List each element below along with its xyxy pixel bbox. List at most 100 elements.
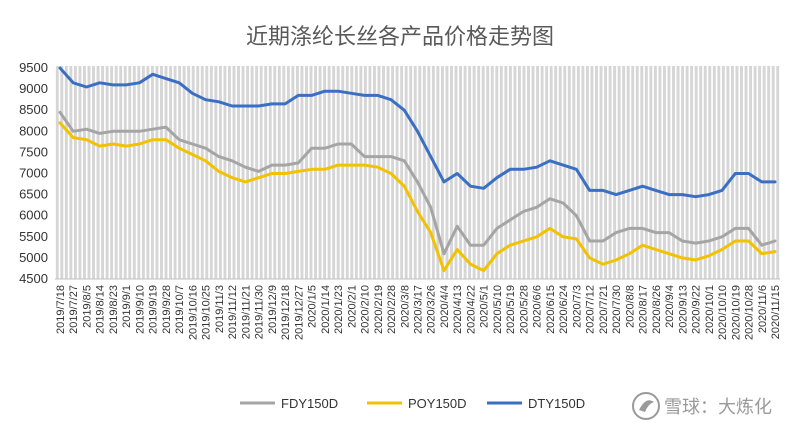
x-tick-label: 2019/7/18 — [55, 285, 67, 334]
x-tick-label: 2020/5/19 — [505, 285, 517, 334]
background-band — [155, 66, 159, 279]
legend: FDY150D POY150D DTY150D — [240, 396, 585, 411]
background-band — [726, 66, 730, 279]
background-band — [110, 66, 114, 279]
background-band — [536, 66, 540, 279]
background-band — [146, 66, 150, 279]
background-band — [776, 66, 780, 279]
x-tick-label: 2019/8/5 — [82, 285, 94, 328]
x-tick-label: 2020/1/23 — [333, 285, 345, 334]
background-band — [617, 66, 621, 279]
background-band — [640, 66, 644, 279]
background-band — [413, 66, 417, 279]
background-band — [223, 66, 227, 279]
background-band — [762, 66, 766, 279]
background-band — [450, 66, 453, 279]
background-band — [382, 66, 385, 279]
background-band — [631, 66, 635, 279]
background-band — [604, 66, 607, 279]
background-band — [377, 66, 381, 279]
y-tick-label: 9500 — [19, 60, 48, 75]
x-tick-label: 2020/1/5 — [307, 285, 319, 328]
background-band — [685, 66, 689, 279]
x-tick-label: 2020/2/19 — [373, 285, 385, 334]
background-band — [712, 66, 716, 279]
x-tick-label: 2020/10/28 — [744, 285, 756, 340]
background-band — [114, 66, 118, 279]
x-tick-label: 2020/7/12 — [585, 285, 597, 334]
background-band — [767, 66, 771, 279]
x-tick-label: 2020/8/8 — [624, 285, 636, 328]
background-band — [241, 66, 245, 279]
background-band — [92, 66, 95, 279]
background-band — [694, 66, 698, 279]
x-tick-label: 2019/11/3 — [214, 285, 226, 333]
background-band — [608, 66, 612, 279]
background-band — [246, 66, 250, 279]
x-tick-label: 2020/7/30 — [611, 285, 623, 334]
background-band — [345, 66, 349, 279]
vertical-bands — [55, 66, 780, 279]
background-band — [391, 66, 395, 279]
legend-label-poy: POY150D — [408, 396, 467, 411]
background-band — [418, 66, 422, 279]
background-band — [232, 66, 236, 279]
background-band — [169, 66, 172, 279]
y-tick-label: 8500 — [19, 102, 48, 117]
background-band — [667, 66, 671, 279]
y-tick-label: 7500 — [19, 144, 48, 159]
x-tick-label: 2020/2/28 — [386, 285, 398, 334]
background-band — [459, 66, 462, 279]
background-band — [721, 66, 725, 279]
x-tick-label: 2020/1/14 — [320, 285, 332, 334]
background-band — [508, 66, 512, 279]
background-band — [395, 66, 399, 279]
legend-label-fdy: FDY150D — [281, 396, 338, 411]
background-band — [567, 66, 571, 279]
background-band — [703, 66, 707, 279]
y-axis: 4500 5000 5500 6000 6500 7000 7500 8000 8500 9000… — [19, 60, 48, 286]
x-tick-label: 2020/7/3 — [571, 285, 583, 328]
background-band — [141, 66, 145, 279]
background-band — [644, 66, 648, 279]
x-tick-label: 2020/6/6 — [532, 285, 544, 328]
y-tick-label: 5000 — [19, 250, 48, 265]
x-tick-label: 2020/8/17 — [638, 285, 650, 334]
background-band — [613, 66, 617, 279]
watermark: 雪球：大炼化 — [632, 392, 772, 420]
background-band — [196, 66, 200, 279]
background-band — [540, 66, 544, 279]
x-tick-label: 2020/4/4 — [439, 285, 451, 328]
y-tick-label: 5500 — [19, 229, 48, 244]
background-band — [527, 66, 530, 279]
x-tick-label: 2020/11/6 — [757, 285, 769, 333]
background-band — [55, 66, 59, 279]
background-band — [708, 66, 712, 279]
background-band — [595, 66, 598, 279]
background-band — [60, 66, 64, 279]
background-band — [581, 66, 585, 279]
background-band — [191, 66, 195, 279]
background-band — [64, 66, 68, 279]
background-band — [477, 66, 481, 279]
background-band — [558, 66, 562, 279]
background-band — [499, 66, 503, 279]
x-tick-label: 2019/11/12 — [227, 285, 239, 339]
x-axis: 2019/7/18 2019/7/27 2019/8/5 2019/8/14 2019/… — [55, 278, 782, 340]
x-tick-label: 2020/10/19 — [730, 285, 742, 340]
background-band — [368, 66, 372, 279]
background-band — [305, 66, 308, 279]
background-band — [653, 66, 657, 279]
x-tick-label: 2020/4/22 — [466, 285, 478, 334]
background-band — [445, 66, 449, 279]
background-band — [327, 66, 331, 279]
background-band — [771, 66, 775, 279]
background-band — [259, 66, 263, 279]
background-band — [137, 66, 141, 279]
background-band — [486, 66, 490, 279]
x-tick-label: 2020/9/22 — [691, 285, 703, 334]
x-tick-label: 2020/5/28 — [518, 285, 530, 334]
background-band — [341, 66, 345, 279]
chart-title: 近期涤纶长丝各产品价格走势图 — [246, 25, 554, 50]
